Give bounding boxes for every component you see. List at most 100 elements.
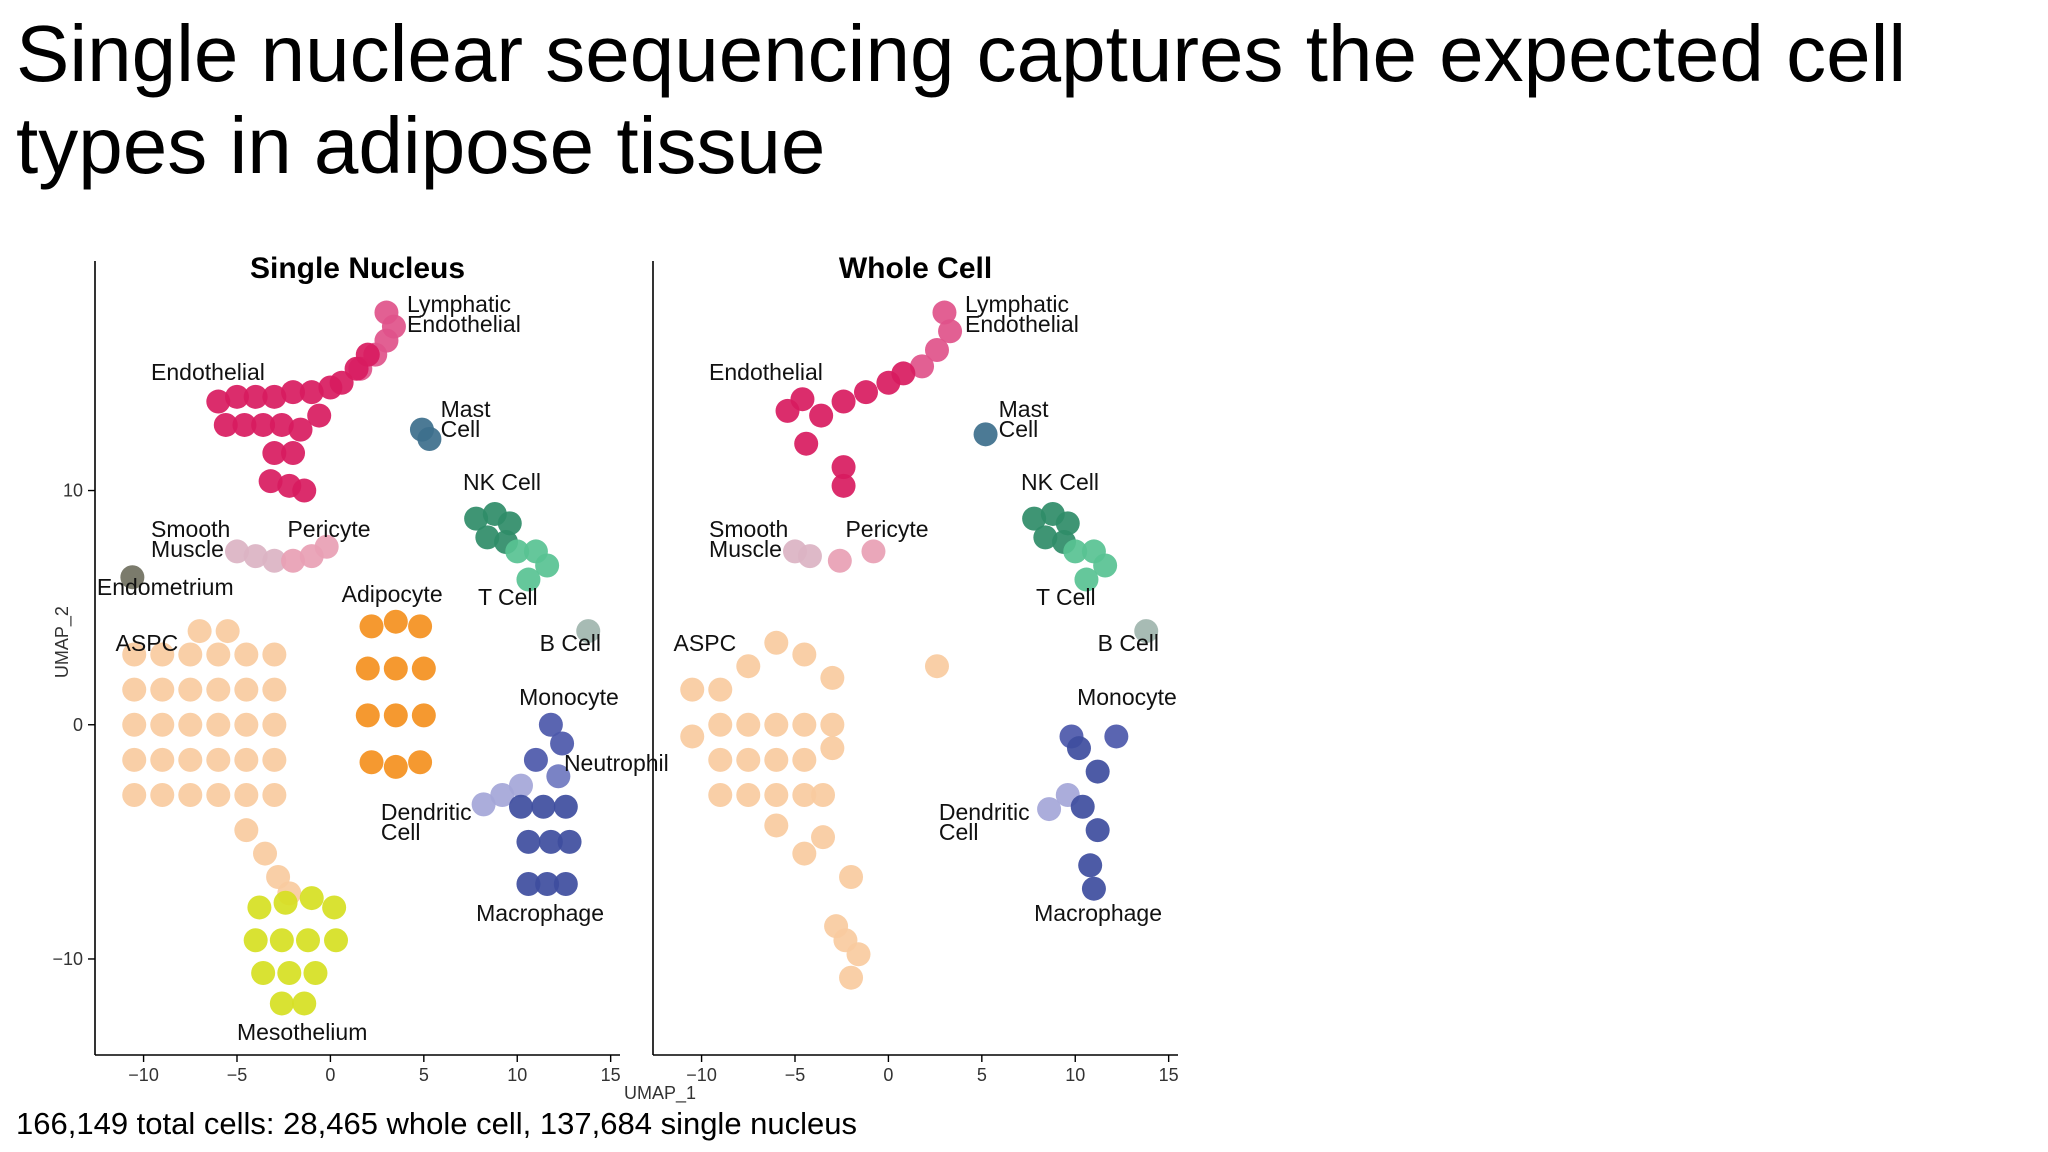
cell-cluster-point [292, 991, 317, 1016]
cell-cluster-point [523, 747, 548, 772]
cell-cluster-point [383, 754, 408, 779]
cell-cluster-point [809, 403, 834, 428]
cell-cluster-point [295, 928, 320, 953]
cell-cluster-point [206, 677, 231, 702]
cluster-label: Mast Cell [998, 396, 1049, 443]
x-tick-label: −10 [686, 1065, 717, 1085]
cell-cluster-point [178, 677, 203, 702]
cluster-label: ASPC [115, 630, 179, 657]
cell-cluster-point [273, 890, 298, 915]
cell-cluster-point [329, 370, 354, 395]
cell-cluster-point [1055, 511, 1080, 536]
cell-cluster-point [206, 712, 231, 737]
cluster-label: Endothelial [151, 358, 265, 385]
cell-cluster-point [150, 747, 175, 772]
cell-cluster-point [820, 665, 845, 690]
cell-cluster-point [224, 384, 249, 409]
x-tick-label: 5 [419, 1065, 429, 1085]
cell-cluster-point [535, 872, 560, 897]
cell-cluster-point [531, 794, 556, 819]
x-tick-label: 10 [1065, 1065, 1085, 1085]
x-tick-label: −5 [227, 1065, 248, 1085]
cell-cluster-point [269, 928, 294, 953]
cell-cluster-point [708, 712, 733, 737]
y-tick-label: −10 [52, 949, 83, 969]
cell-cluster-point [708, 677, 733, 702]
cell-cluster-point [508, 794, 533, 819]
cluster-label: Lymphatic Endothelial [965, 290, 1079, 337]
cell-cluster-point [736, 654, 761, 679]
x-tick-label: 0 [325, 1065, 335, 1085]
cell-cluster-point [1033, 525, 1058, 550]
cell-cluster-point [932, 300, 957, 325]
cell-cluster-point [1104, 724, 1129, 749]
cell-cluster-point [258, 469, 283, 494]
cell-cluster-point [408, 750, 433, 775]
cell-cluster-point [411, 656, 436, 681]
cell-cluster-point [122, 642, 147, 667]
cluster-label: NK Cell [1021, 468, 1100, 495]
x-tick-label: 5 [977, 1065, 987, 1085]
cell-cluster-point [292, 478, 317, 503]
cell-cluster-point [736, 783, 761, 808]
cluster-label: Macrophage [1034, 899, 1162, 926]
cell-cluster-point [262, 441, 287, 466]
cell-cluster-point [215, 619, 240, 644]
y-axis-label: UMAP_2 [52, 606, 73, 678]
cell-cluster-point [299, 886, 324, 911]
cell-cluster-point [938, 319, 963, 344]
cell-cluster-point [234, 783, 259, 808]
cell-cluster-point [973, 422, 998, 447]
cell-cluster-point [1066, 736, 1091, 761]
cell-cluster-point [764, 712, 789, 737]
cell-cluster-point [122, 747, 147, 772]
cell-cluster-point [1037, 797, 1062, 822]
cluster-label: Adipocyte [341, 581, 443, 608]
cell-cluster-point [1022, 506, 1047, 531]
cell-cluster-point [251, 961, 276, 986]
cell-cluster-point [475, 525, 500, 550]
cell-cluster-point [1074, 567, 1099, 592]
cell-cluster-point [846, 942, 871, 967]
cluster-label: Mast Cell [440, 396, 491, 443]
cluster-label: Smooth Muscle [709, 515, 789, 562]
cell-cluster-point [680, 677, 705, 702]
cluster-label: Pericyte [845, 515, 929, 542]
cell-cluster-point [797, 544, 822, 569]
cell-cluster-point [262, 384, 287, 409]
cell-cluster-point [408, 614, 433, 639]
cell-cluster-point [861, 539, 886, 564]
cell-cluster-point [497, 511, 522, 536]
cell-cluster-point [150, 642, 175, 667]
cell-cluster-point [206, 642, 231, 667]
cell-cluster-point [355, 703, 380, 728]
cell-cluster-point [178, 747, 203, 772]
cluster-label: Monocyte [1077, 684, 1177, 711]
cell-cluster-point [538, 712, 563, 737]
cell-cluster-point [150, 783, 175, 808]
cell-cluster-point [839, 965, 864, 990]
cell-cluster-point [924, 338, 949, 363]
cell-cluster-point [243, 928, 268, 953]
cell-cluster-point [680, 724, 705, 749]
cell-cluster-point [516, 872, 541, 897]
cell-cluster-point [1093, 553, 1118, 578]
cell-cluster-point [546, 764, 571, 789]
cluster-label: Neutrophil [563, 749, 669, 776]
cell-cluster-point [288, 417, 313, 442]
cell-cluster-point [150, 677, 175, 702]
cell-cluster-point [853, 380, 878, 405]
cell-cluster-point [299, 380, 324, 405]
cell-cluster-point [764, 747, 789, 772]
cell-cluster-point [1070, 794, 1095, 819]
cluster-label: Endometrium [96, 574, 234, 601]
cell-cluster-point [243, 384, 268, 409]
cell-cluster-point [206, 389, 231, 414]
cell-cluster-point [550, 731, 575, 756]
cell-cluster-point [269, 412, 294, 437]
cell-cluster-point [1085, 759, 1110, 784]
cell-cluster-point [122, 783, 147, 808]
cell-cluster-point [820, 736, 845, 761]
